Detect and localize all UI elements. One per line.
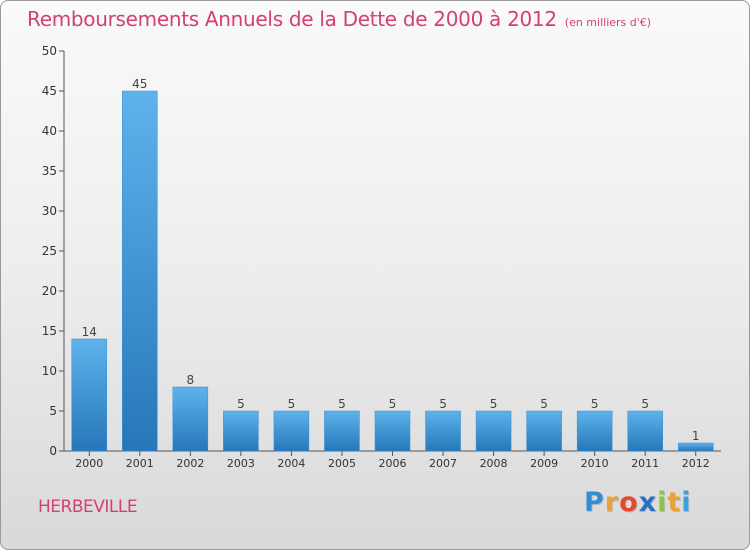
bar — [576, 410, 613, 452]
x-tick-label: 2003 — [227, 457, 255, 470]
y-tick-label: 20 — [42, 284, 57, 298]
bar — [122, 90, 158, 452]
x-axis: 2000 2001 2002 2003 2004 2005 2006 2007 2008 2009… — [64, 450, 721, 470]
chart-title-text: Remboursements Annuels de la Dette de 20… — [27, 7, 557, 31]
bar — [627, 410, 663, 452]
y-axis: 0 5 10 15 20 25 30 35 40 45 50 — [42, 44, 65, 458]
bar — [172, 386, 209, 452]
bar — [677, 442, 714, 452]
y-tick-label: 5 — [49, 404, 57, 418]
logo-letter: r — [604, 487, 620, 518]
data-label: 14 — [82, 325, 97, 339]
logo-letter: P — [584, 487, 605, 518]
x-tick-label: 2010 — [581, 457, 609, 470]
data-label: 5 — [237, 397, 245, 411]
bar — [223, 410, 259, 452]
bar — [374, 410, 411, 452]
bar — [71, 338, 108, 452]
chart-title: Remboursements Annuels de la Dette de 20… — [27, 7, 651, 31]
y-tick-label: 10 — [42, 364, 57, 378]
logo-letter: i — [657, 487, 668, 518]
commune-name: HERBEVILLE — [38, 497, 138, 517]
x-tick-label: 2002 — [176, 457, 204, 470]
data-label: 45 — [132, 77, 147, 91]
y-tick-label: 15 — [42, 324, 57, 338]
proxiti-logo: Proxiti — [584, 487, 692, 518]
data-label: 5 — [641, 397, 649, 411]
value-labels: 14 45 8 5 5 5 5 5 5 5 5 5 1 — [82, 77, 700, 443]
y-tick-label: 30 — [42, 204, 57, 218]
x-tick-label: 2006 — [379, 457, 407, 470]
data-label: 1 — [692, 429, 700, 443]
y-tick-label: 0 — [49, 444, 57, 458]
data-label: 5 — [540, 397, 548, 411]
logo-letter: x — [638, 487, 658, 518]
data-label: 5 — [338, 397, 346, 411]
y-tick-label: 25 — [42, 244, 57, 258]
x-tick-label: 2007 — [429, 457, 457, 470]
bar — [526, 410, 562, 452]
x-tick-label: 2009 — [530, 457, 558, 470]
y-tick-label: 45 — [42, 84, 57, 98]
bar — [425, 410, 461, 452]
y-tick-label: 35 — [42, 164, 57, 178]
x-tick-label: 2011 — [631, 457, 659, 470]
bar — [273, 410, 310, 452]
bar — [475, 410, 512, 452]
data-label: 5 — [591, 397, 599, 411]
data-label: 5 — [389, 397, 397, 411]
data-label: 5 — [288, 397, 296, 411]
data-label: 5 — [490, 397, 498, 411]
unit-note: (en milliers d'€) — [564, 16, 652, 29]
bar-series — [71, 90, 714, 452]
bar — [324, 410, 360, 452]
logo-letter: i — [681, 487, 692, 518]
x-tick-label: 2008 — [480, 457, 508, 470]
logo-letter: t — [667, 487, 682, 518]
y-tick-label: 50 — [42, 44, 57, 58]
logo-letter: o — [619, 487, 639, 518]
x-tick-label: 2005 — [328, 457, 356, 470]
x-tick-label: 2001 — [126, 457, 154, 470]
x-tick-label: 2004 — [277, 457, 305, 470]
x-tick-label: 2000 — [75, 457, 103, 470]
x-tick-label: 2012 — [682, 457, 710, 470]
y-tick-label: 40 — [42, 124, 57, 138]
data-label: 8 — [187, 373, 195, 387]
data-label: 5 — [439, 397, 447, 411]
